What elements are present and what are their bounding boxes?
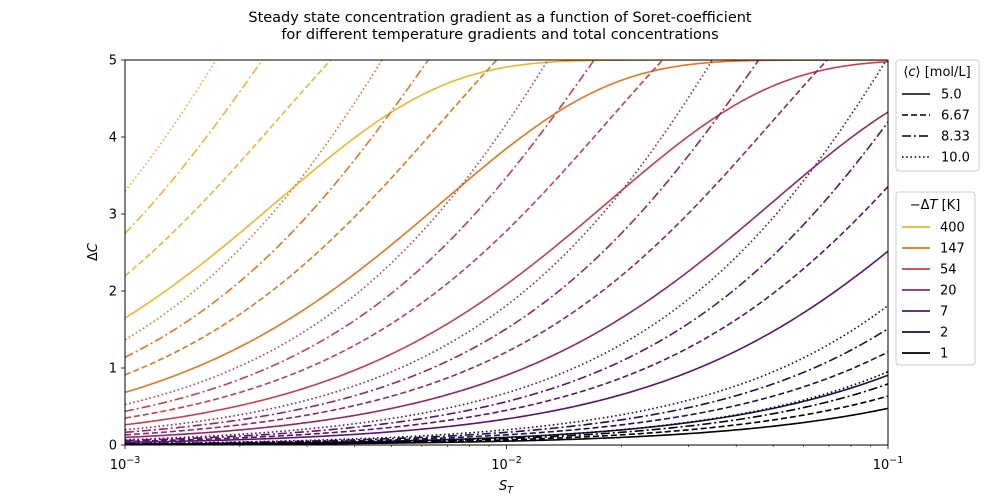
dT-legend-label: 20 [940, 284, 957, 299]
series-line-dT7-c10.0 [125, 60, 888, 441]
dT-legend-label: 54 [940, 263, 957, 278]
series-line-dT54-c8.33 [125, 60, 596, 413]
dT-legend-label: 400 [940, 221, 965, 236]
concentration-legend-box [895, 59, 980, 172]
dT-legend-title: −ΔT [K] [910, 198, 961, 213]
dT-legend-label: 2 [940, 326, 948, 341]
series-line-dT20-c5.0 [125, 111, 888, 439]
x-axis-label: ST [499, 479, 514, 496]
series-line-dT54-c10.0 [125, 60, 549, 406]
dT-legend-label: 7 [940, 305, 948, 320]
series-line-dT7-c6.67 [125, 186, 888, 443]
y-axis: 0 1 2 3 4 5 [109, 54, 125, 454]
dT-legend: −ΔT [K] 400 147 54 20 7 2 1 [895, 191, 976, 366]
series-line-dT20-c6.67 [125, 60, 829, 436]
concentration-legend: ⟨c⟩ [mol/L] 5.0 6.67 8.33 10.0 [895, 59, 980, 172]
y-tick-label: 1 [109, 362, 117, 377]
x-axis: 10−3 10−2 10−1 [110, 445, 904, 473]
series-line-dT2-c10.0 [125, 304, 888, 445]
series-line-dT400-c6.67 [125, 60, 333, 277]
series-group [125, 60, 888, 445]
series-line-dT20-c8.33 [125, 60, 760, 434]
x-tick-label: 10−3 [110, 455, 141, 473]
y-tick-label: 4 [109, 131, 117, 146]
y-axis-label: ΔC [86, 242, 101, 261]
concentration-legend-label: 8.33 [941, 130, 970, 145]
x-tick-label: 10−2 [491, 455, 522, 473]
series-line-dT147-c8.33 [125, 60, 430, 358]
concentration-legend-label: 10.0 [941, 151, 970, 166]
dT-legend-label: 1 [940, 347, 948, 362]
y-tick-label: 0 [109, 439, 117, 454]
plot-area [125, 60, 888, 445]
concentration-legend-label: 5.0 [941, 88, 962, 103]
dT-legend-label: 147 [940, 242, 965, 257]
x-tick-label: 10−1 [873, 455, 904, 473]
series-line-dT147-c6.67 [125, 60, 498, 376]
concentration-legend-label: 6.67 [941, 109, 970, 124]
series-line-dT7-c5.0 [125, 250, 888, 444]
series-line-dT400-c5.0 [125, 60, 888, 319]
chart-title-line1: Steady state concentration gradient as a… [248, 10, 752, 26]
y-tick-label: 5 [109, 54, 117, 69]
y-tick-label: 3 [109, 208, 117, 223]
series-line-dT1-c10.0 [125, 370, 888, 445]
y-tick-label: 2 [109, 285, 117, 300]
chart-title-line2: for different temperature gradients and … [281, 27, 718, 43]
concentration-legend-title: ⟨c⟩ [mol/L] [903, 65, 970, 80]
series-line-dT54-c5.0 [125, 60, 888, 426]
series-line-dT7-c8.33 [125, 121, 888, 442]
series-line-dT54-c6.67 [125, 60, 664, 419]
series-line-dT147-c10.0 [125, 60, 383, 341]
dT-legend-box [895, 191, 976, 366]
